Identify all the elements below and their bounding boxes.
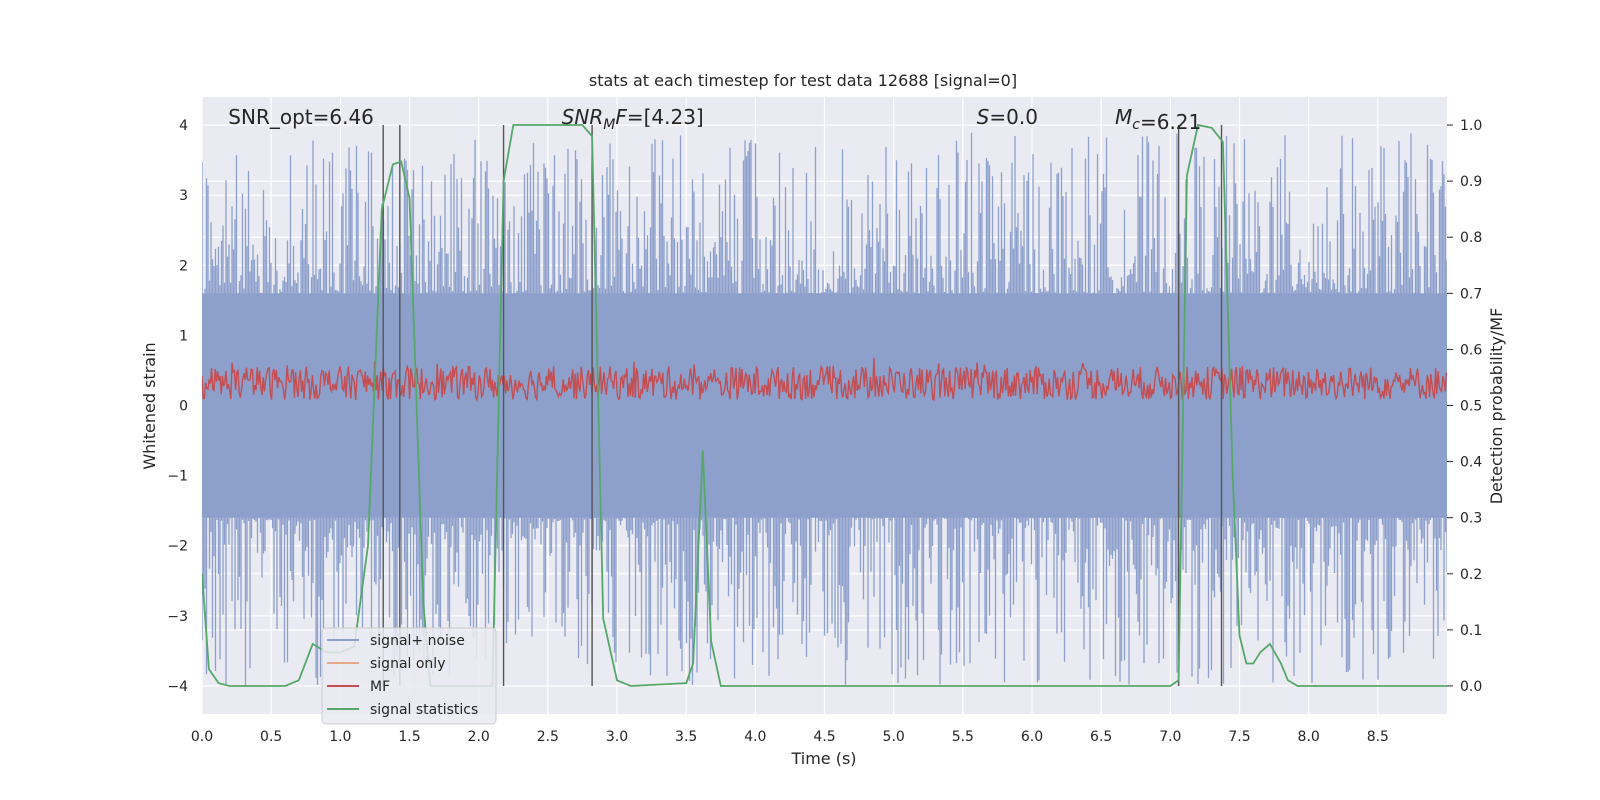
right-axis-ticks: 1.0 0.9 0.8 0.7 0.6 0.5 0.4 0.3 0.2 0.1 0.0 (1447, 118, 1482, 695)
annotation-snr-opt: SNR_opt=6.46 (228, 105, 374, 129)
left-tick-1: 3 (179, 188, 188, 204)
left-tick-7: −3 (167, 609, 188, 625)
x-tick-8: 4.0 (744, 729, 766, 745)
right-tick-10: 0.0 (1460, 679, 1482, 695)
x-tick-6: 3.0 (606, 729, 628, 745)
x-tick-1: 0.5 (260, 729, 282, 745)
annotation-s-stat: S=0.0 (977, 105, 1038, 129)
legend-box (321, 627, 497, 725)
x-axis-label: Time (s) (790, 749, 856, 768)
right-tick-7: 0.3 (1460, 511, 1482, 527)
x-tick-17: 8.5 (1367, 729, 1389, 745)
legend-label-2: MF (370, 679, 390, 695)
right-axis-label: Detection probability/MF (1487, 308, 1506, 505)
left-tick-4: 0 (179, 399, 188, 415)
vertical-lines (382, 125, 1223, 686)
x-tick-11: 5.5 (952, 729, 974, 745)
left-tick-5: −1 (167, 469, 188, 485)
right-tick-9: 0.1 (1460, 623, 1482, 639)
mf-series (202, 357, 1447, 403)
chart-title: stats at each timestep for test data 126… (589, 71, 1017, 90)
annotation-snr-mf: SNRMF=[4.23] (562, 105, 704, 133)
signal-noise-line (202, 132, 1447, 686)
x-tick-13: 6.5 (1090, 729, 1112, 745)
right-tick-5: 0.5 (1460, 399, 1482, 415)
left-axis-ticks: 4 3 2 1 0 −1 −2 −3 −4 (167, 118, 188, 695)
left-tick-6: −2 (167, 539, 188, 555)
mf-line (202, 357, 1447, 403)
right-tick-1: 0.9 (1460, 174, 1482, 190)
signal-noise-series (202, 132, 1447, 686)
x-tick-16: 8.0 (1298, 729, 1320, 745)
x-tick-15: 7.5 (1228, 729, 1250, 745)
legend-label-0: signal+ noise (370, 633, 465, 649)
annotation-chirp-mass: Mc=6.21 (1115, 105, 1201, 134)
x-tick-5: 2.5 (537, 729, 559, 745)
left-tick-0: 4 (179, 118, 188, 134)
right-tick-3: 0.7 (1460, 286, 1482, 302)
right-tick-4: 0.6 (1460, 342, 1482, 358)
x-tick-9: 4.5 (813, 729, 835, 745)
left-tick-2: 2 (179, 258, 188, 274)
left-axis-label: Whitened strain (140, 342, 159, 469)
legend: signal+ noise signal only MF signal statist… (321, 627, 497, 725)
left-tick-8: −4 (167, 679, 188, 695)
x-tick-0: 0.0 (191, 729, 213, 745)
right-tick-0: 1.0 (1460, 118, 1482, 134)
x-tick-2: 1.0 (329, 729, 351, 745)
left-tick-3: 1 (179, 328, 188, 344)
x-tick-4: 2.0 (468, 729, 490, 745)
right-tick-8: 0.2 (1460, 567, 1482, 583)
x-tick-10: 5.0 (883, 729, 905, 745)
legend-label-3: signal statistics (370, 702, 478, 718)
x-tick-7: 3.5 (675, 729, 697, 745)
x-tick-12: 6.0 (1021, 729, 1043, 745)
annotations: SNR_opt=6.46 SNRMF=[4.23] S=0.0 Mc=6.21 (228, 105, 1201, 134)
right-tick-6: 0.4 (1460, 455, 1482, 471)
x-axis-ticks: 0.0 0.5 1.0 1.5 2.0 2.5 3.0 3.5 4.0 4.5 5.0 5.5 6.0 6… (191, 729, 1389, 745)
legend-label-1: signal only (370, 656, 445, 672)
x-tick-3: 1.5 (398, 729, 420, 745)
right-tick-2: 0.8 (1460, 230, 1482, 246)
x-tick-14: 7.0 (1159, 729, 1181, 745)
